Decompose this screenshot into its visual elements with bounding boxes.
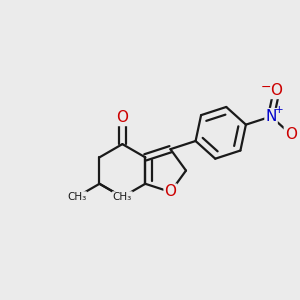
Text: −: − xyxy=(261,81,272,94)
Text: O: O xyxy=(271,83,283,98)
Text: O: O xyxy=(164,184,176,200)
Text: CH₃: CH₃ xyxy=(67,192,86,202)
Text: O: O xyxy=(285,127,297,142)
Text: +: + xyxy=(275,105,284,115)
Text: CH₃: CH₃ xyxy=(113,192,132,202)
Text: O: O xyxy=(116,110,128,125)
Text: N: N xyxy=(266,109,277,124)
